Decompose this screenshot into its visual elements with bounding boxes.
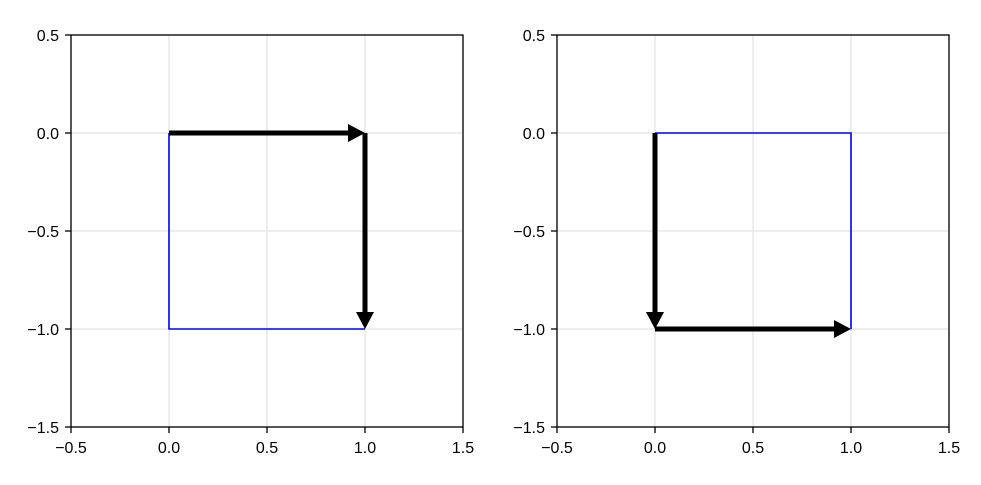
arrow-head — [834, 320, 851, 338]
x-tick-label: 0.5 — [742, 440, 764, 457]
y-tick-label: −1.5 — [27, 420, 59, 437]
right-plot-panel: −0.5 0.0 0.5 1.0 1.5 −1.5 −1.0 −0.5 0.0 0.5 — [513, 28, 960, 457]
series-line — [168, 133, 365, 330]
y-tick-label: −0.5 — [27, 224, 59, 241]
x-tick-label: −0.5 — [541, 440, 573, 457]
x-tick-label: 1.5 — [452, 440, 474, 457]
x-tick-label: −0.5 — [55, 440, 87, 457]
x-tick-label: 0.5 — [256, 440, 278, 457]
x-tick-label: 0.0 — [158, 440, 180, 457]
series-line — [655, 132, 852, 329]
x-tick-label: 1.0 — [354, 440, 376, 457]
y-tick-label: −1.0 — [27, 322, 59, 339]
arrow-head — [356, 312, 374, 329]
x-tick-label: 1.0 — [840, 440, 862, 457]
y-tick-label: −0.5 — [513, 224, 545, 241]
y-tick-label: 0.0 — [37, 126, 59, 143]
x-tick-label: 1.5 — [938, 440, 960, 457]
arrow-head — [646, 312, 664, 329]
arrow-head — [348, 124, 365, 142]
y-tick-label: 0.5 — [523, 28, 545, 45]
y-tick-label: −1.5 — [513, 420, 545, 437]
left-plot-panel: −0.5 0.0 0.5 1.0 1.5 −1.5 −1.0 −0.5 0.0 0.5 — [27, 28, 474, 457]
y-tick-label: 0.0 — [523, 126, 545, 143]
y-tick-label: 0.5 — [37, 28, 59, 45]
y-tick-label: −1.0 — [513, 322, 545, 339]
x-tick-label: 0.0 — [644, 440, 666, 457]
